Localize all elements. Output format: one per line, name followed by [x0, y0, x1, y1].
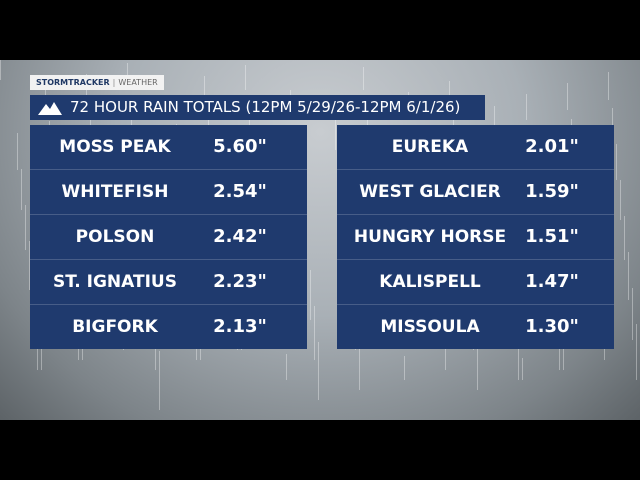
rain-streak: [25, 205, 26, 250]
rain-streak: [636, 324, 637, 380]
rain-total: 2.42": [213, 226, 267, 247]
title: 72 HOUR RAIN TOTALS (12PM 5/29/26-12PM 6…: [70, 98, 461, 116]
rain-total: 2.01": [525, 136, 579, 157]
title-bar: 72 HOUR RAIN TOTALS (12PM 5/29/26-12PM 6…: [30, 95, 485, 120]
location: POLSON: [75, 227, 155, 247]
rain-streak: [526, 94, 527, 120]
section: WEATHER: [118, 78, 158, 87]
rain-streak: [359, 331, 360, 390]
rain-total: 5.60": [213, 136, 267, 157]
rain-streak: [445, 345, 446, 370]
table-row: KALISPELL 1.47": [337, 260, 614, 305]
rain-streak: [563, 347, 564, 370]
rain-streak: [41, 349, 42, 370]
rain-total: 2.54": [213, 181, 267, 202]
rain-streak: [310, 270, 311, 320]
rain-streak: [612, 108, 613, 140]
rain-streak: [404, 356, 405, 380]
location: MOSS PEAK: [59, 137, 171, 157]
table-row: MISSOULA 1.30": [337, 305, 614, 349]
location: WHITEFISH: [61, 182, 169, 202]
rain-streak: [200, 340, 201, 360]
rain-streak: [632, 288, 633, 340]
table-row: POLSON 2.42": [30, 215, 307, 260]
rain-streak: [29, 241, 30, 290]
rain-streak: [0, 60, 1, 80]
rain-streak: [494, 106, 495, 140]
brand-tag: STORMTRACKER | WEATHER: [30, 75, 164, 90]
location: KALISPELL: [379, 272, 481, 292]
rain-streak: [567, 83, 568, 110]
rain-total: 2.23": [213, 271, 267, 292]
rain-streak: [286, 354, 287, 380]
rain-streak: [518, 322, 519, 380]
rain-streak: [17, 133, 18, 170]
rain-total: 1.30": [525, 316, 579, 337]
mountain-icon: [38, 102, 62, 115]
rain-streak: [620, 180, 621, 220]
location: WEST GLACIER: [359, 182, 501, 202]
table-row: HUNGRY HORSE 1.51": [337, 215, 614, 260]
rain-streak: [204, 76, 205, 100]
rain-streak: [159, 351, 160, 410]
location: MISSOULA: [380, 317, 480, 337]
location: ST. IGNATIUS: [53, 272, 177, 292]
rain-total: 2.13": [213, 316, 267, 337]
rain-streak: [628, 252, 629, 300]
rain-total: 1.51": [525, 226, 579, 247]
rain-streak: [245, 65, 246, 90]
rain-streak: [335, 115, 336, 150]
location: BIGFORK: [72, 317, 158, 337]
rain-streak: [314, 306, 315, 360]
rain-streak: [363, 67, 364, 90]
left-table: MOSS PEAK 5.60" WHITEFISH 2.54" POLSON 2.42" S…: [30, 125, 307, 349]
brand: STORMTRACKER: [36, 78, 110, 87]
table-row: WHITEFISH 2.54": [30, 170, 307, 215]
table-row: ST. IGNATIUS 2.23": [30, 260, 307, 305]
table-row: BIGFORK 2.13": [30, 305, 307, 349]
location: EUREKA: [391, 137, 469, 157]
table-row: MOSS PEAK 5.60": [30, 125, 307, 170]
rain-streak: [608, 72, 609, 100]
rain-streak: [477, 333, 478, 390]
location: HUNGRY HORSE: [353, 227, 507, 247]
rain-streak: [522, 358, 523, 380]
rain-streak: [21, 169, 22, 210]
rain-streak: [616, 144, 617, 180]
right-table: EUREKA 2.01" WEST GLACIER 1.59" HUNGRY HORSE…: [337, 125, 614, 349]
rain-streak: [318, 342, 319, 400]
rain-total: 1.47": [525, 271, 579, 292]
table-row: EUREKA 2.01": [337, 125, 614, 170]
rain-streak: [624, 216, 625, 260]
rain-total: 1.59": [525, 181, 579, 202]
rain-streak: [82, 338, 83, 360]
table-row: WEST GLACIER 1.59": [337, 170, 614, 215]
